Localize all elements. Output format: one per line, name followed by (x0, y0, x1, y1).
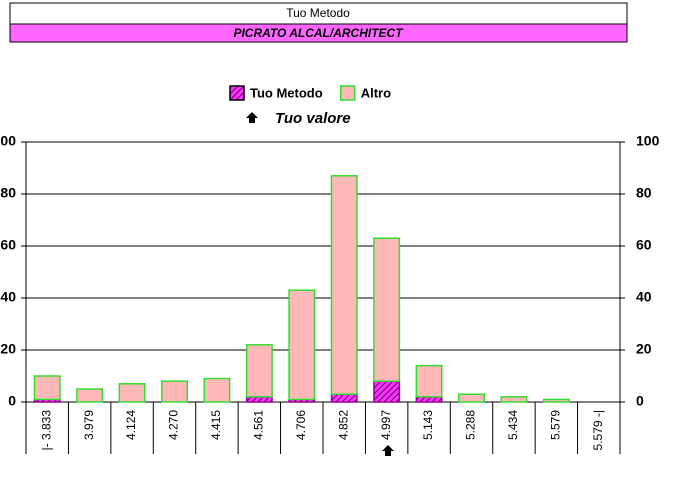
x-tick-label: 4.706 (294, 410, 308, 440)
subtitle-box (9, 23, 628, 43)
header-subtitle: PICRATO ALCAL/ARCHITECT (233, 26, 404, 40)
y2-tick-label: 40 (636, 289, 652, 305)
y-tick-label: 20 (0, 341, 16, 357)
x-tick-label: 5.579 (549, 410, 563, 440)
bar-segment (373, 237, 401, 382)
bar-segment (415, 364, 443, 398)
bar-segment (33, 375, 61, 401)
y-tick-label: 60 (0, 237, 16, 253)
x-tick-label: 4.124 (124, 410, 138, 440)
bar-segment (245, 344, 273, 398)
bar-segment (161, 380, 188, 403)
marker-label: Tuo valore (275, 110, 351, 127)
y-tick-label: 100 (0, 133, 16, 149)
x-tick-label: 3.979 (82, 410, 96, 440)
x-tick-label: 4.852 (336, 410, 350, 440)
legend-label: Altro (361, 85, 391, 100)
bar-segment (330, 393, 358, 403)
y-tick-label: 80 (0, 185, 16, 201)
bar-segment (245, 396, 273, 403)
bar-segment (203, 377, 231, 403)
bar-segment (76, 388, 104, 403)
y2-tick-label: 100 (636, 133, 660, 149)
y2-tick-label: 20 (636, 341, 652, 357)
bar-segment (330, 175, 358, 395)
y2-tick-label: 60 (636, 237, 652, 253)
value-arrow (382, 445, 394, 456)
y2-tick-label: 80 (636, 185, 652, 201)
x-tick-label: 4.997 (379, 410, 393, 440)
x-tick-label: 5.579 -| (591, 410, 605, 450)
bar-segment (118, 383, 146, 403)
bar-segment (373, 380, 401, 403)
legend-swatch (339, 85, 356, 101)
plot-frame (25, 141, 621, 403)
x-tick-label: 5.434 (506, 410, 520, 440)
bar-segment (288, 289, 316, 401)
header-title: Tuo Metodo (286, 6, 350, 20)
y-tick-label: 0 (8, 393, 16, 409)
x-tick-label: 4.270 (167, 410, 181, 440)
x-tick-label: 5.288 (464, 410, 478, 440)
x-tick-label: 4.415 (209, 410, 223, 440)
bar-segment (500, 396, 528, 403)
x-tick-label: 5.143 (421, 410, 435, 440)
bar-segment (415, 396, 443, 403)
marker-arrow (246, 112, 258, 123)
y2-tick-label: 0 (636, 393, 644, 409)
bar-segment (458, 393, 485, 403)
x-tick-label: |- 3.833 (39, 410, 53, 451)
legend-swatch (229, 85, 245, 101)
x-tick-label: 4.561 (252, 410, 266, 440)
legend-label: Tuo Metodo (250, 85, 323, 100)
bar-segment (542, 398, 570, 403)
y-tick-label: 40 (0, 289, 16, 305)
